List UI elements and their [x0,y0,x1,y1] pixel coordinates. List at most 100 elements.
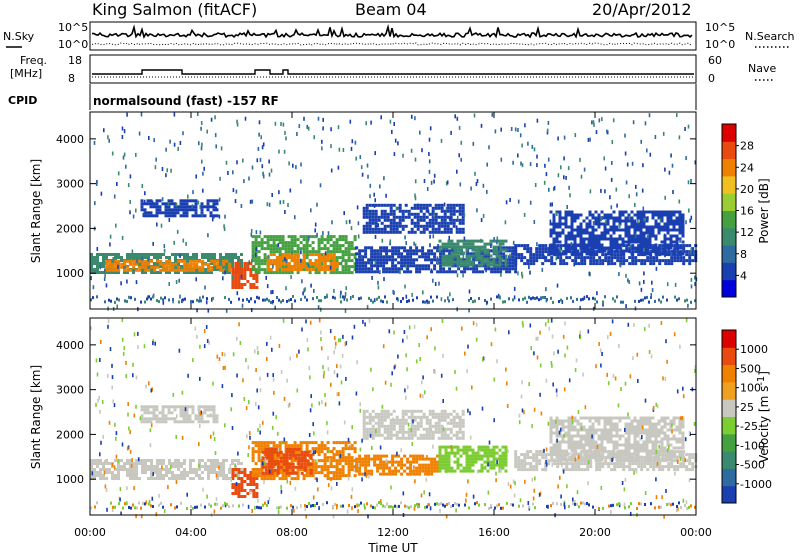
scatter-cell [125,164,127,169]
scatter-cell [251,468,255,472]
scatter-cell [362,206,366,210]
scatter-cell [528,295,530,299]
scatter-cell [673,465,677,469]
scatter-cell [619,223,621,228]
scatter-cell [634,299,636,303]
scatter-cell [314,253,318,256]
scatter-cell [483,454,487,458]
scatter-cell [278,468,282,472]
scatter-cell [303,450,307,454]
scatter-cell [263,474,267,478]
scatter-cell [329,450,333,454]
scatter-cell [602,300,604,304]
scatter-cell [347,268,351,272]
scatter-cell [185,417,189,421]
scatter-cell [436,454,440,458]
scatter-cell [545,287,547,292]
nsky-trace [91,23,693,46]
scatter-cell [639,222,643,226]
scatter-cell [251,447,255,451]
scatter-cell [380,203,384,207]
scatter-cell [273,468,277,472]
scatter-cell [94,201,96,206]
scatter-cell [684,299,686,303]
scatter-cell [367,454,371,458]
scatter-cell [165,465,168,468]
scatter-cell [606,129,608,134]
scatter-cell [321,139,323,144]
scatter-cell [266,202,269,207]
scatter-cell [681,225,685,229]
scatter-cell [371,230,375,234]
scatter-cell [281,253,285,256]
scatter-cell [432,299,434,303]
scatter-cell [395,215,399,219]
scatter-cell [243,277,247,280]
scatter-cell [266,247,270,251]
scatter-cell [197,200,200,205]
scatter-cell [143,199,146,204]
scatter-cell [398,230,402,234]
scatter-cell [669,236,672,241]
scatter-cell [257,250,261,254]
scatter-cell [155,208,159,212]
scatter-cell [564,222,568,226]
scatter-cell [368,296,370,300]
scatter-cell [610,205,613,210]
scatter-cell [496,258,500,262]
scatter-cell [255,492,259,495]
scatter-cell [498,466,502,470]
scatter-cell [141,262,145,266]
scatter-cell [504,451,508,455]
scatter-cell [377,430,381,434]
scatter-cell [610,177,613,182]
scatter-cell [434,230,438,234]
scatter-cell [395,430,399,434]
scatter-cell [305,235,309,239]
scatter-cell [254,241,258,245]
scatter-cell [383,418,387,422]
scatter-cell [93,140,96,145]
scatter-cell [477,257,481,261]
scatter-cell [619,250,623,254]
scatter-cell [637,253,641,257]
scatter-cell [694,160,697,165]
scatter-cell [643,456,647,460]
scatter-cell [456,251,460,255]
scatter-cell [177,259,181,263]
scatter-cell [465,448,469,452]
scatter-cell [255,286,259,289]
scatter-cell [646,295,648,299]
scatter-cell [395,436,399,440]
scatter-cell [374,230,378,234]
scatter-cell [568,462,572,466]
scatter-cell [389,119,392,124]
scatter-cell [284,250,288,254]
scatter-cell [440,230,444,234]
scatter-cell [633,225,637,229]
scatter-cell [300,450,304,454]
scatter-cell [302,268,306,272]
scatter-cell [429,234,431,239]
scatter-cell [480,254,484,258]
scatter-cell [337,165,340,170]
scatter-cell [631,262,635,266]
scatter-cell [108,268,112,272]
scatter-cell [439,261,443,265]
scatter-cell [179,205,183,209]
scatter-cell [358,249,362,253]
scatter-cell [691,247,695,251]
scatter-cell [492,451,496,455]
scatter-cell [243,268,247,271]
scatter-cell [240,265,243,268]
scatter-cell [290,238,294,242]
scatter-cell [225,253,228,256]
scatter-cell [272,247,276,251]
scatter-cell [567,234,571,238]
scatter-cell [520,459,524,463]
scatter-cell [113,194,116,199]
scatter-cell [549,234,553,238]
scatter-cell [173,208,177,212]
scatter-cell [240,286,244,289]
scatter-cell [213,468,216,471]
